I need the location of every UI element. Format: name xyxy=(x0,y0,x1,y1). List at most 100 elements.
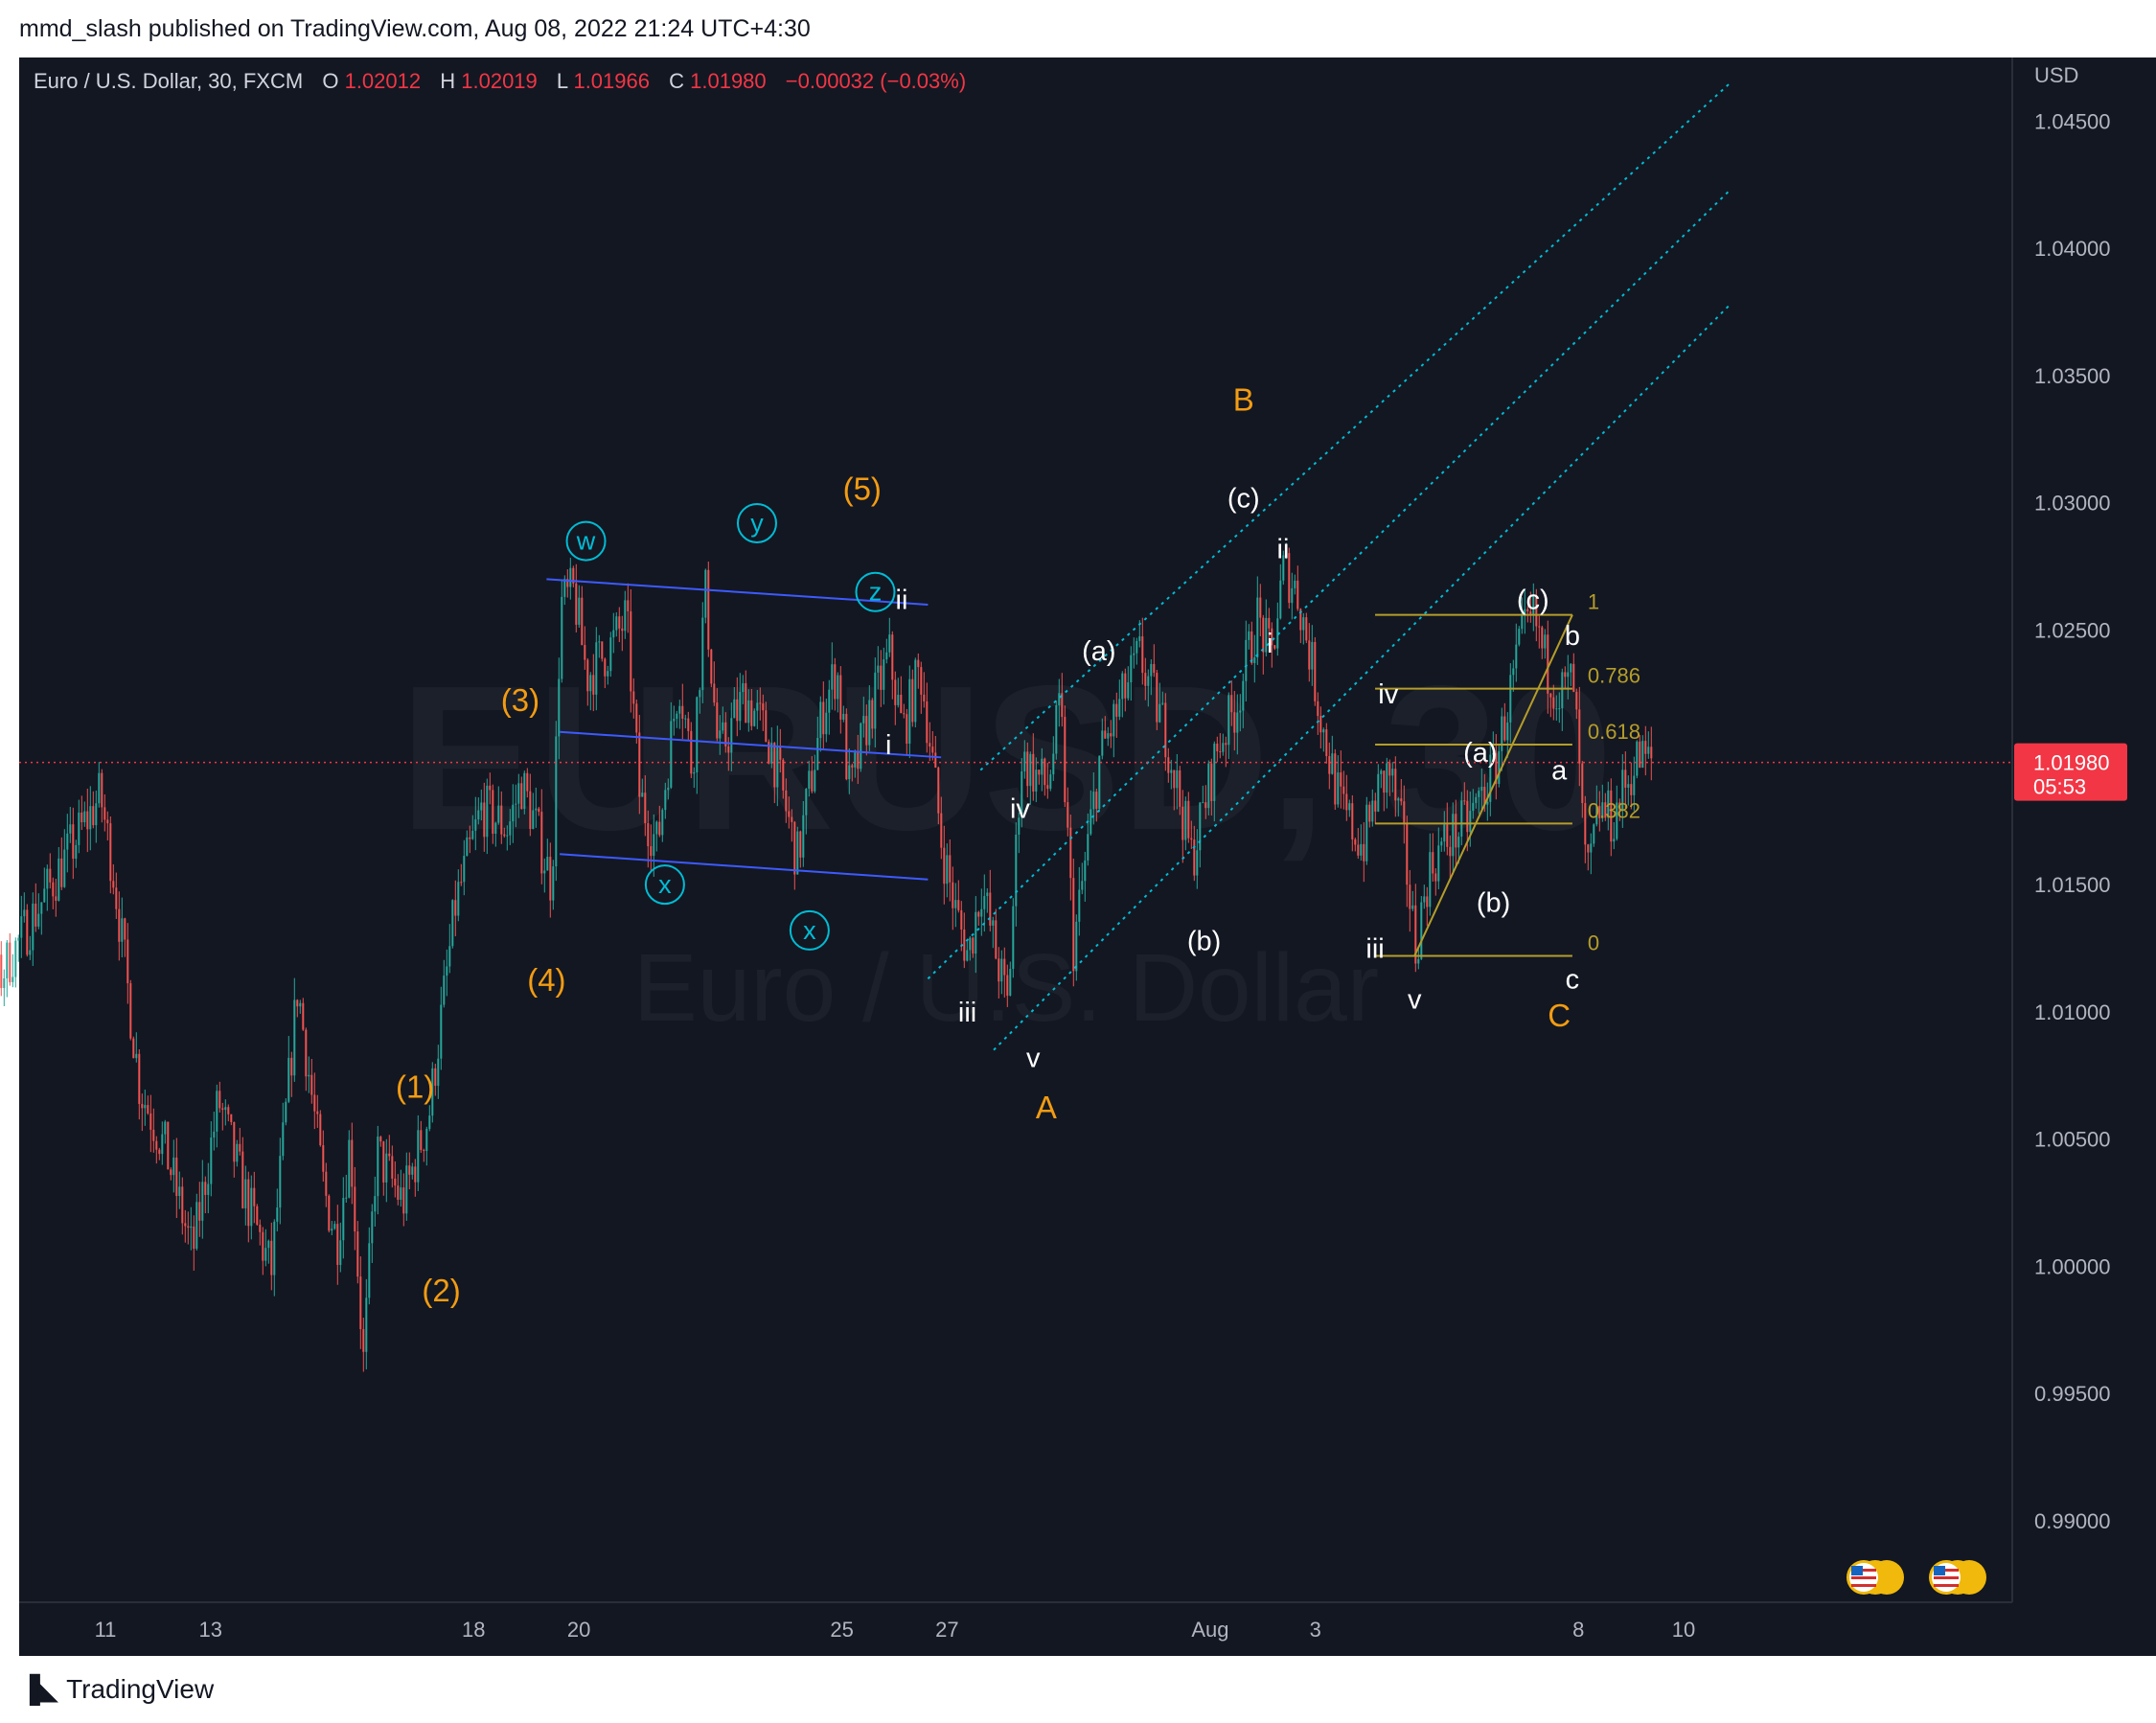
wave-label[interactable]: i xyxy=(1267,629,1273,659)
wave-label[interactable]: (a) xyxy=(1463,738,1497,769)
candle xyxy=(592,654,595,712)
wave-label[interactable]: y xyxy=(736,502,777,543)
candle xyxy=(589,672,592,711)
candle xyxy=(11,953,14,988)
wave-label[interactable]: (c) xyxy=(1517,586,1549,616)
candle xyxy=(126,923,129,1004)
fib-trend-line[interactable] xyxy=(1413,614,1573,956)
candle xyxy=(310,1059,313,1104)
candle xyxy=(845,708,848,781)
wave-label[interactable]: (1) xyxy=(396,1069,434,1105)
wave-label[interactable]: (5) xyxy=(843,471,882,506)
wave-label[interactable]: a xyxy=(1551,756,1568,787)
wave-label[interactable]: (c) xyxy=(1227,483,1260,514)
wave-label[interactable]: iv xyxy=(1378,679,1398,710)
wave-label[interactable]: iv xyxy=(1010,793,1030,824)
candle xyxy=(975,896,977,974)
horizontal-channel-lower-line[interactable] xyxy=(560,853,929,881)
wave-label[interactable]: C xyxy=(1548,998,1571,1033)
candle xyxy=(1285,542,1288,560)
candle xyxy=(1552,684,1555,721)
wave-label[interactable]: x xyxy=(644,864,685,906)
candle xyxy=(1558,692,1561,724)
candle xyxy=(1322,727,1325,752)
wave-label[interactable]: (a) xyxy=(1082,636,1115,667)
candle xyxy=(446,949,448,997)
candle xyxy=(1342,770,1345,810)
candle xyxy=(425,1126,428,1166)
candle xyxy=(793,820,796,890)
candle xyxy=(1276,602,1279,656)
candle xyxy=(216,1084,218,1148)
economic-events[interactable] xyxy=(1846,1560,1986,1595)
time-axis[interactable]: 11 13 18 20 25 27 Aug 3 8 10 xyxy=(19,1601,2012,1656)
candle xyxy=(730,702,733,771)
rising-channel-mid-line[interactable] xyxy=(927,189,1732,980)
candle xyxy=(1089,790,1092,836)
svg-text:(a): (a) xyxy=(1082,636,1115,667)
wave-label[interactable]: c xyxy=(1566,964,1580,995)
wave-label[interactable]: ii xyxy=(896,586,908,616)
candle xyxy=(1259,584,1262,637)
candle xyxy=(575,563,578,632)
wave-label[interactable]: (4) xyxy=(527,962,565,998)
wave-label[interactable]: w xyxy=(565,520,607,562)
wave-label[interactable]: x xyxy=(789,909,830,951)
candle xyxy=(75,839,78,868)
wave-label[interactable]: B xyxy=(1233,382,1254,418)
wave-label[interactable]: (3) xyxy=(501,682,539,718)
candle xyxy=(483,782,486,852)
candle xyxy=(1029,751,1032,805)
candle xyxy=(423,1148,425,1162)
wave-label[interactable]: z xyxy=(855,571,896,612)
wave-label[interactable]: iii xyxy=(1365,933,1384,964)
svg-text:x: x xyxy=(803,916,816,945)
candle xyxy=(474,796,477,851)
candle xyxy=(170,1167,172,1181)
candle xyxy=(1081,862,1084,895)
us-flag-event-icon[interactable] xyxy=(1846,1560,1904,1595)
time-tick-label: 25 xyxy=(830,1618,853,1642)
candle xyxy=(218,1081,221,1113)
wave-label[interactable]: v xyxy=(1026,1044,1041,1074)
candle xyxy=(1006,964,1009,1007)
horizontal-channel-mid-line[interactable] xyxy=(560,730,942,759)
candle xyxy=(451,899,454,949)
candle xyxy=(506,825,509,851)
rising-channel-lower-line[interactable] xyxy=(993,303,1732,1051)
candle xyxy=(101,769,103,823)
candle xyxy=(908,665,911,759)
price-axis[interactable]: USD 1.04500 1.04000 1.03500 1.03000 1.02500 1… xyxy=(2011,57,2156,1602)
us-flag-event-icon[interactable] xyxy=(1929,1560,1986,1595)
candle xyxy=(716,688,719,742)
candle xyxy=(247,1171,250,1243)
candle xyxy=(1593,823,1595,847)
candle xyxy=(29,935,32,960)
rising-channel-upper-line[interactable] xyxy=(979,81,1732,771)
wave-label[interactable]: (2) xyxy=(422,1273,460,1308)
chart-canvas[interactable]: EURUSD, 30 Euro / U.S. Dollar 1 0.786 0.61… xyxy=(0,57,2156,1656)
candle xyxy=(1391,762,1394,793)
svg-text:v: v xyxy=(1408,985,1422,1016)
wave-label[interactable]: iii xyxy=(958,998,976,1028)
candle xyxy=(704,568,707,624)
candle xyxy=(693,767,696,789)
wave-label[interactable]: b xyxy=(1565,621,1580,652)
wave-label[interactable]: ii xyxy=(1277,535,1290,565)
candle xyxy=(63,829,66,888)
wave-label[interactable]: v xyxy=(1408,985,1422,1016)
wave-label[interactable]: i xyxy=(885,730,891,761)
candle xyxy=(1351,794,1354,852)
candle xyxy=(264,1229,267,1267)
candle xyxy=(753,708,756,727)
wave-label[interactable]: A xyxy=(1036,1090,1057,1125)
tradingview-logo[interactable]: ▐◣ TradingView xyxy=(19,1670,214,1709)
candle xyxy=(1639,734,1641,769)
horizontal-channel-upper-line[interactable] xyxy=(546,578,929,606)
candle xyxy=(1544,629,1547,659)
wave-label[interactable]: (b) xyxy=(1477,888,1510,919)
candle xyxy=(627,583,630,633)
candle xyxy=(299,999,302,1014)
wave-label[interactable]: (b) xyxy=(1187,927,1221,957)
